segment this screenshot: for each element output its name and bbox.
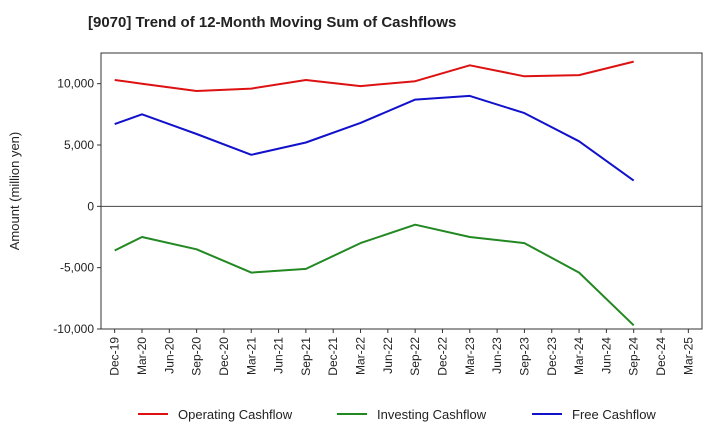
x-tick-label: Sep-21 [299, 337, 313, 376]
x-tick-label: Mar-25 [681, 337, 695, 375]
series-line [114, 60, 634, 92]
x-tick-label: Dec-19 [108, 337, 122, 376]
y-axis-label: Amount (million yen) [7, 132, 22, 251]
x-tick-label: Mar-21 [244, 337, 258, 375]
x-tick-label: Jun-22 [381, 337, 395, 374]
x-tick-label: Jun-24 [599, 337, 613, 374]
labels-layer: -10,000 -5,000 0 5,000 10,000 Dec-19 Mar-20 Jun… [7, 77, 695, 376]
y-tick-label: -10,000 [53, 322, 94, 336]
x-tick-label: Dec-22 [435, 337, 449, 376]
x-tick-label: Jun-21 [272, 337, 286, 374]
series-line [114, 94, 635, 182]
x-tick-label: Jun-23 [490, 337, 504, 374]
legend-label: Operating Cashflow [178, 407, 293, 422]
x-tick-label: Mar-22 [354, 337, 368, 375]
x-tick-label: Sep-24 [627, 337, 641, 376]
x-tick-label: Sep-23 [517, 337, 531, 376]
axes-layer [97, 52, 703, 333]
series-layer [114, 60, 635, 327]
y-tick-label: 5,000 [64, 138, 94, 152]
x-tick-label: Jun-20 [162, 337, 176, 374]
x-tick-label: Mar-24 [572, 337, 586, 375]
y-tick-label: 0 [87, 199, 94, 213]
legend: Operating Cashflow Investing Cashflow Free… [138, 407, 656, 422]
chart-title: [9070] Trend of 12-Month Moving Sum of C… [88, 14, 457, 31]
x-tick-label: Mar-20 [135, 337, 149, 375]
x-tick-label: Sep-20 [190, 337, 204, 376]
series-line [114, 223, 635, 327]
y-tick-label: 10,000 [57, 77, 94, 91]
x-tick-label: Dec-24 [654, 337, 668, 376]
y-tick-label: -5,000 [60, 261, 94, 275]
legend-label: Investing Cashflow [377, 407, 487, 422]
x-tick-label: Sep-22 [408, 337, 422, 376]
plot-frame [100, 52, 703, 330]
x-tick-label: Dec-21 [326, 337, 340, 376]
x-tick-label: Dec-20 [217, 337, 231, 376]
legend-label: Free Cashflow [572, 407, 656, 422]
x-tick-label: Dec-23 [545, 337, 559, 376]
x-tick-label: Mar-23 [463, 337, 477, 375]
